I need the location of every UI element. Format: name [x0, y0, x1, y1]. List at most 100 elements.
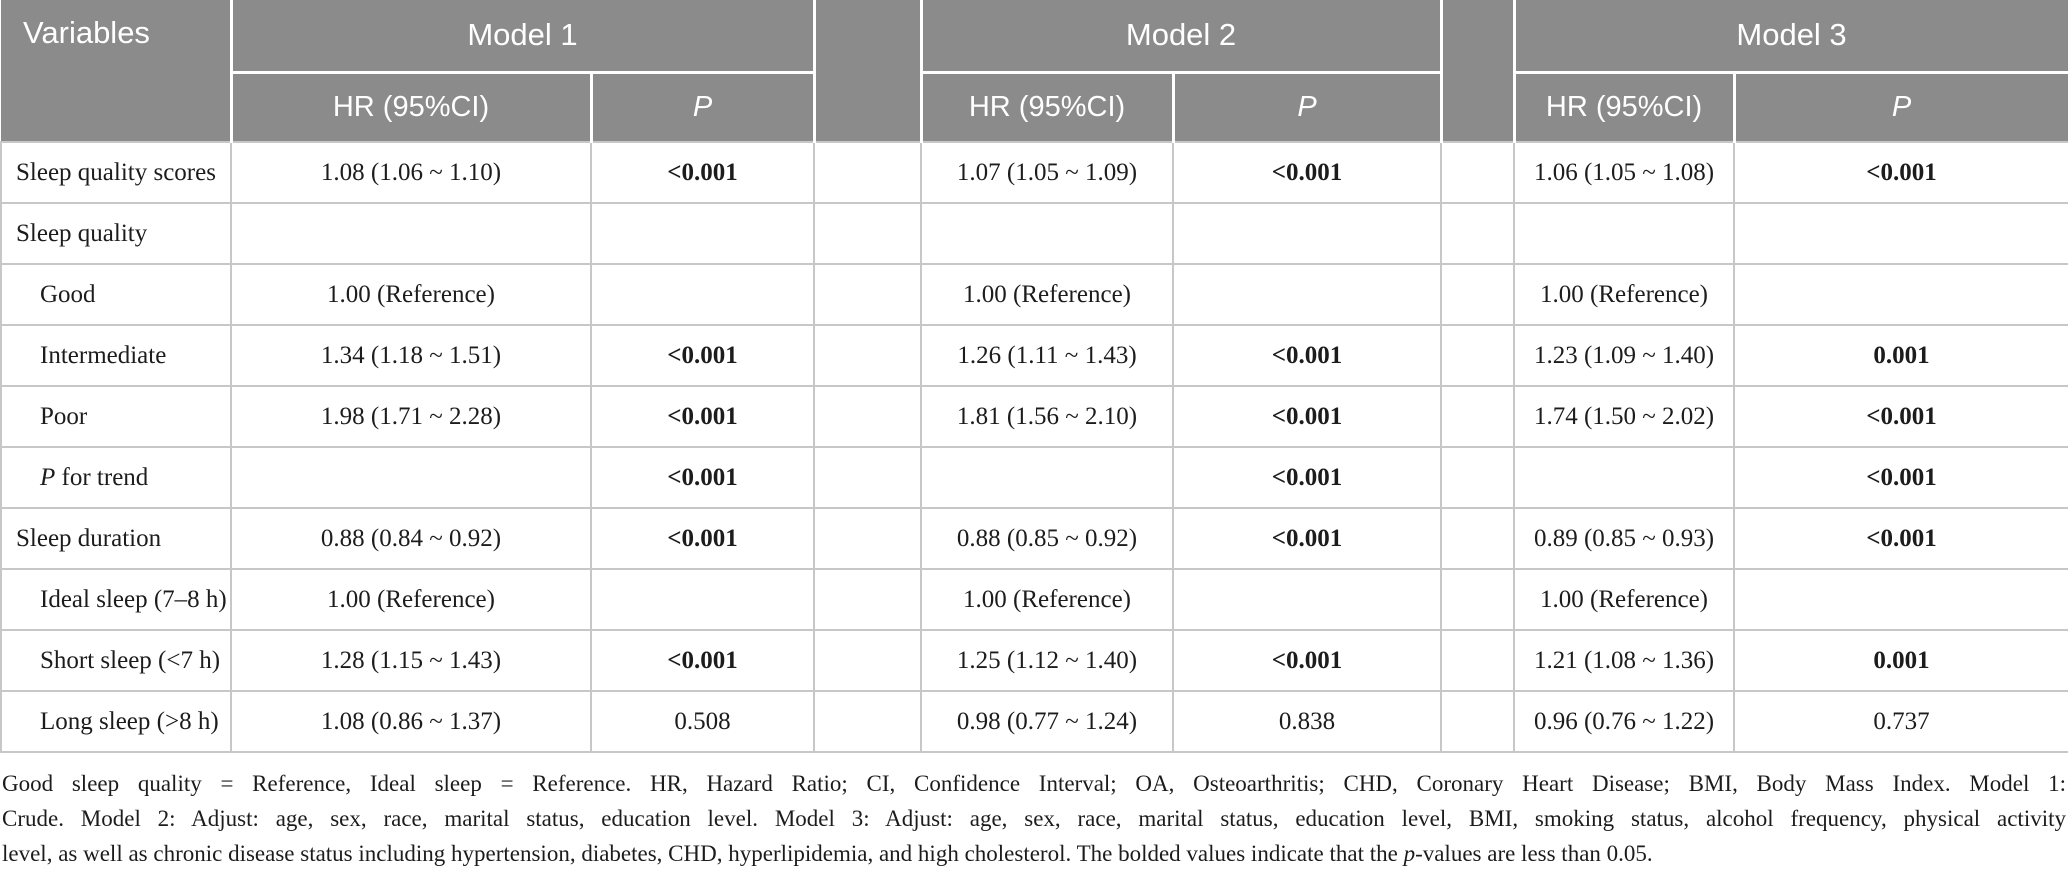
- m2-p-cell: [1172, 568, 1443, 631]
- spacer-cell: [1440, 263, 1516, 326]
- footnote-text: -values are less than 0.05.: [1415, 841, 1653, 866]
- m1-hr-cell: 1.08 (0.86 ~ 1.37): [230, 690, 592, 753]
- row-label: Sleep duration: [0, 507, 232, 570]
- m2-p-cell: <0.001: [1172, 324, 1443, 387]
- results-table: Variables Model 1 Model 2 Model 3 HR (95…: [0, 0, 2068, 753]
- spacer-cell: [1440, 141, 1516, 204]
- m3-hr-cell: 1.23 (1.09 ~ 1.40): [1513, 324, 1736, 387]
- spacer-cell: [1440, 202, 1516, 265]
- spacer-cell: [813, 568, 923, 631]
- m2-p-cell: <0.001: [1172, 385, 1443, 448]
- spacer-cell: [1440, 629, 1516, 692]
- spacer-cell: [1440, 690, 1516, 753]
- header-group-model2: Model 2: [919, 0, 1443, 74]
- m2-hr-cell: 0.88 (0.85 ~ 0.92): [920, 507, 1175, 570]
- header-group-model3: Model 3: [1512, 0, 2068, 74]
- spacer-cell: [813, 263, 923, 326]
- m1-hr-cell: 1.00 (Reference): [230, 568, 592, 631]
- spacer-cell: [813, 446, 923, 509]
- m2-hr-cell: 1.00 (Reference): [920, 568, 1175, 631]
- m1-hr-cell: 1.28 (1.15 ~ 1.43): [230, 629, 592, 692]
- m3-p-cell: [1733, 202, 2068, 265]
- m3-p-cell: 0.001: [1733, 324, 2068, 387]
- m2-hr-cell: [920, 202, 1175, 265]
- row-label: Sleep quality: [0, 202, 232, 265]
- footnote-italic-p: p: [1403, 841, 1416, 866]
- table-row: Short sleep (<7 h) 1.28 (1.15 ~ 1.43) <0…: [0, 629, 2068, 692]
- row-label: Intermediate: [0, 324, 232, 387]
- header-m1-p: P: [589, 72, 816, 142]
- table-row: Poor 1.98 (1.71 ~ 2.28) <0.001 1.81 (1.5…: [0, 385, 2068, 448]
- table-row: P for trend <0.001 <0.001 <0.001: [0, 446, 2068, 509]
- m1-p-cell: <0.001: [589, 385, 816, 448]
- m2-p-cell: <0.001: [1172, 446, 1443, 509]
- spacer-cell: [813, 324, 923, 387]
- table-header: Variables Model 1 Model 2 Model 3 HR (95…: [1, 0, 2068, 142]
- m2-p-cell: [1172, 202, 1443, 265]
- spacer-cell: [813, 141, 923, 204]
- m1-hr-cell: 0.88 (0.84 ~ 0.92): [230, 507, 592, 570]
- m2-hr-cell: 0.98 (0.77 ~ 1.24): [920, 690, 1175, 753]
- m3-hr-cell: 1.00 (Reference): [1513, 568, 1736, 631]
- m2-hr-cell: 1.26 (1.11 ~ 1.43): [920, 324, 1175, 387]
- m1-p-cell: [589, 263, 816, 326]
- m3-p-cell: [1733, 568, 2068, 631]
- m2-hr-cell: 1.25 (1.12 ~ 1.40): [920, 629, 1175, 692]
- m3-hr-cell: 1.06 (1.05 ~ 1.08): [1513, 141, 1736, 204]
- spacer-cell: [1440, 568, 1516, 631]
- footnote-line-1: Good sleep quality = Reference, Ideal sl…: [2, 766, 2066, 801]
- spacer-cell: [1440, 507, 1516, 570]
- header-variables: Variables: [1, 0, 233, 142]
- m1-hr-cell: 1.34 (1.18 ~ 1.51): [230, 324, 592, 387]
- row-label: Sleep quality scores: [0, 141, 232, 204]
- table-row: Sleep quality scores 1.08 (1.06 ~ 1.10) …: [0, 141, 2068, 204]
- row-label: Poor: [0, 385, 232, 448]
- m3-hr-cell: 0.89 (0.85 ~ 0.93): [1513, 507, 1736, 570]
- m1-p-cell: <0.001: [589, 141, 816, 204]
- header-m2-p: P: [1171, 72, 1443, 142]
- m1-p-cell: <0.001: [589, 446, 816, 509]
- row-label: Long sleep (>8 h): [0, 690, 232, 753]
- header-spacer: [812, 0, 923, 142]
- m3-hr-cell: 1.74 (1.50 ~ 2.02): [1513, 385, 1736, 448]
- m2-hr-cell: 1.00 (Reference): [920, 263, 1175, 326]
- row-label: Short sleep (<7 h): [0, 629, 232, 692]
- results-table-body: Sleep quality scores 1.08 (1.06 ~ 1.10) …: [0, 141, 2068, 753]
- m1-p-cell: <0.001: [589, 324, 816, 387]
- m3-p-cell: <0.001: [1733, 446, 2068, 509]
- m3-hr-cell: 0.96 (0.76 ~ 1.22): [1513, 690, 1736, 753]
- m1-p-cell: <0.001: [589, 629, 816, 692]
- footnote-line-2: Crude. Model 2: Adjust: age, sex, race, …: [2, 801, 2066, 836]
- spacer-cell: [813, 629, 923, 692]
- header-m3-hr: HR (95%CI): [1512, 72, 1736, 142]
- m3-p-cell: <0.001: [1733, 507, 2068, 570]
- table-row: Sleep duration 0.88 (0.84 ~ 0.92) <0.001…: [0, 507, 2068, 570]
- m1-hr-cell: [230, 446, 592, 509]
- m3-p-cell: 0.001: [1733, 629, 2068, 692]
- header-group-row: Variables Model 1 Model 2 Model 3: [1, 0, 2068, 142]
- m2-p-cell: <0.001: [1172, 629, 1443, 692]
- spacer-cell: [813, 202, 923, 265]
- table-row: Ideal sleep (7–8 h) 1.00 (Reference) 1.0…: [0, 568, 2068, 631]
- table-row: Good 1.00 (Reference) 1.00 (Reference) 1…: [0, 263, 2068, 326]
- table-row: Long sleep (>8 h) 1.08 (0.86 ~ 1.37) 0.5…: [0, 690, 2068, 753]
- spacer-cell: [813, 507, 923, 570]
- m3-p-cell: <0.001: [1733, 385, 2068, 448]
- m1-p-cell: 0.508: [589, 690, 816, 753]
- m2-p-cell: 0.838: [1172, 690, 1443, 753]
- m3-hr-cell: [1513, 202, 1736, 265]
- table-row: Intermediate 1.34 (1.18 ~ 1.51) <0.001 1…: [0, 324, 2068, 387]
- footnote-text: Good sleep quality = Reference, Ideal sl…: [2, 771, 2066, 796]
- row-label: P for trend: [0, 446, 232, 509]
- m3-hr-cell: 1.21 (1.08 ~ 1.36): [1513, 629, 1736, 692]
- header-group-model1: Model 1: [229, 0, 816, 74]
- m1-p-cell: [589, 202, 816, 265]
- row-label: Ideal sleep (7–8 h): [0, 568, 232, 631]
- spacer-cell: [813, 385, 923, 448]
- m1-p-cell: [589, 568, 816, 631]
- m3-hr-cell: [1513, 446, 1736, 509]
- m1-hr-cell: 1.98 (1.71 ~ 2.28): [230, 385, 592, 448]
- table-footnote: Good sleep quality = Reference, Ideal sl…: [0, 766, 2068, 871]
- header-m1-hr: HR (95%CI): [229, 72, 593, 142]
